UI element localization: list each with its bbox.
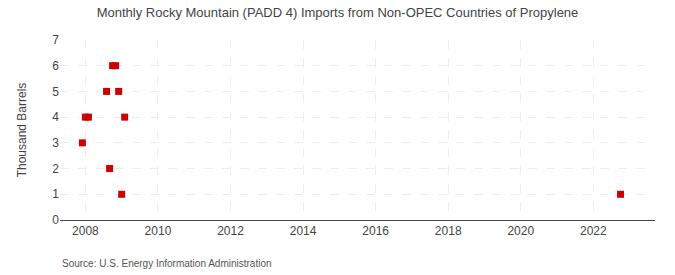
svg-text:1: 1 bbox=[52, 187, 59, 201]
svg-text:2014: 2014 bbox=[290, 224, 317, 238]
svg-text:4: 4 bbox=[52, 110, 59, 124]
svg-text:Thousand Barrels: Thousand Barrels bbox=[15, 83, 29, 178]
svg-text:5: 5 bbox=[52, 85, 59, 99]
svg-text:2008: 2008 bbox=[72, 224, 99, 238]
svg-text:2010: 2010 bbox=[145, 224, 172, 238]
svg-text:2: 2 bbox=[52, 162, 59, 176]
svg-text:2018: 2018 bbox=[435, 224, 462, 238]
svg-text:Source: U.S. Energy Informatio: Source: U.S. Energy Information Administ… bbox=[62, 258, 272, 269]
svg-text:2012: 2012 bbox=[217, 224, 244, 238]
svg-text:0: 0 bbox=[52, 213, 59, 227]
svg-text:3: 3 bbox=[52, 136, 59, 150]
svg-text:7: 7 bbox=[52, 33, 59, 47]
svg-text:Monthly Rocky Mountain (PADD 4: Monthly Rocky Mountain (PADD 4) Imports … bbox=[97, 5, 579, 20]
svg-text:2022: 2022 bbox=[580, 224, 607, 238]
svg-text:2016: 2016 bbox=[362, 224, 389, 238]
svg-text:2020: 2020 bbox=[507, 224, 534, 238]
svg-text:6: 6 bbox=[52, 59, 59, 73]
